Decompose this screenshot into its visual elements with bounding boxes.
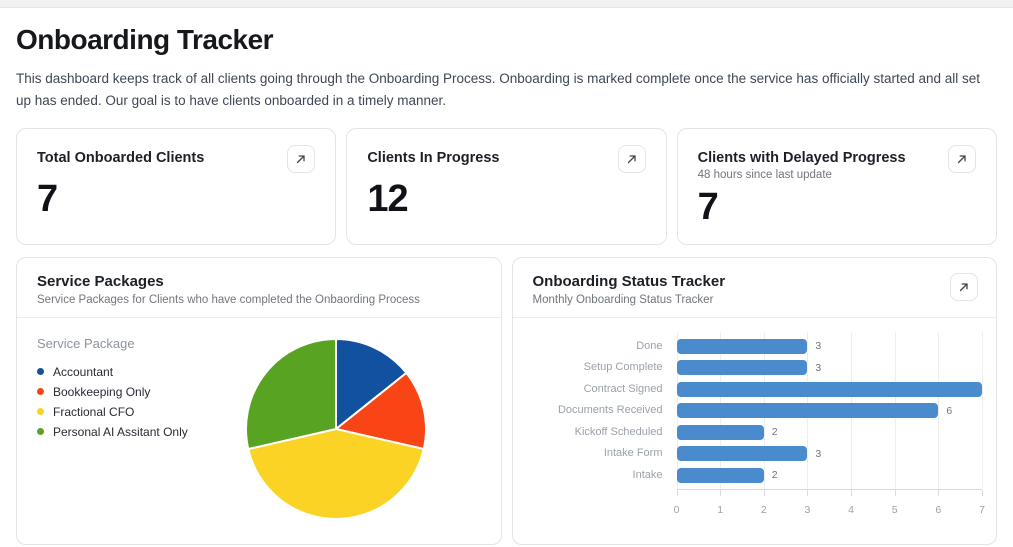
axis-tick-label: 3 [804,503,811,516]
axis-tick-mark [720,489,722,496]
legend-item: Bookkeeping Only [37,382,243,402]
bar-chart: Done 3 Setup Complete 3 Contract Signed Docum… [558,331,985,544]
bar-category-label: Setup Complete [583,361,663,374]
chart-subtitle: Service Packages for Clients who have co… [37,293,420,306]
bar-value-label: 2 [771,426,778,439]
service-packages-card: Service Packages Service Packages for Cl… [16,256,502,545]
legend-dot-icon [37,368,44,376]
bar-row: Done 3 [636,338,983,354]
onboarding-status-card: Onboarding Status Tracker Monthly Onboar… [511,256,997,547]
arrow-up-right-icon [957,154,966,163]
bar-row: Setup Complete 3 [584,360,983,376]
expand-button[interactable] [617,144,646,173]
legend-dot-icon [37,428,44,436]
pie-slice-accountant[interactable] [334,337,407,430]
axis-tick-label: 4 [848,503,854,516]
page-title: Onboarding Tracker [16,24,274,55]
legend-dot-icon [37,388,44,396]
gridline [982,331,983,489]
legend-label: Bookkeeping Only [53,384,151,399]
pie-slice-bookkeeping-only[interactable] [334,371,427,450]
axis-tick-label: 0 [673,503,680,516]
dashboard-page: Onboarding Tracker This dashboard keeps … [0,24,1013,545]
bar-chart-body: Done 3 Setup Complete 3 Contract Signed Docum… [513,318,997,547]
bar-category-label: Documents Received [557,404,663,417]
axis-tick-label: 7 [979,503,985,516]
axis-tick-label: 2 [760,503,767,516]
chart-subtitle: Monthly Onboarding Status Tracker [532,293,714,306]
bar-row: Intake Form 3 [604,446,983,462]
stat-value: 12 [367,177,408,220]
pie-slice-personal-ai-assitant-only[interactable] [244,337,337,450]
stat-subtitle: 48 hours since last update [697,168,832,181]
pie-legend: Service Package Accountant Bookkeeping On… [37,334,243,442]
page-description: This dashboard keeps track of all client… [16,71,981,109]
bar-row: Documents Received 6 [558,403,983,419]
stats-row: Total Onboarded Clients 7 Clients In Pro… [16,127,997,245]
bar-category-label: Contract Signed [583,382,663,395]
bar-chart-x-axis: 0 1 2 3 4 5 6 7 [673,489,985,530]
bar-value-label: 3 [815,340,822,353]
bar-value-label: 6 [946,404,953,417]
stat-card-in-progress: Clients In Progress 12 [346,127,667,245]
stat-title: Total Onboarded Clients [37,149,205,166]
axis-tick-mark [938,489,940,496]
stat-title: Clients with Delayed Progress [697,149,906,166]
pie-legend-title: Service Package [37,335,135,351]
legend-label: Fractional CFO [53,404,135,419]
expand-button[interactable] [947,144,976,173]
chart-title: Onboarding Status Tracker [532,272,726,290]
legend-item: Fractional CFO [37,402,243,422]
pie-chart-body: Service Package Accountant Bookkeeping On… [17,318,501,544]
bar-value-label: 3 [815,447,822,460]
axis-tick-label: 5 [891,503,898,516]
axis-tick-label: 6 [935,503,942,516]
bar-segment[interactable] [676,381,982,397]
charts-row: Service Packages Service Packages for Cl… [16,256,997,547]
stat-value: 7 [37,177,58,220]
axis-tick-mark [982,489,983,496]
axis-tick-mark [807,489,809,496]
expand-button[interactable] [950,272,978,301]
bar-category-label: Kickoff Scheduled [574,425,663,438]
axis-tick-mark [894,489,896,496]
gridline [938,331,940,489]
stat-card-delayed-progress: Clients with Delayed Progress 48 hours s… [676,127,997,245]
arrow-up-right-icon [959,282,968,291]
bar-segment[interactable] [676,467,764,483]
legend-item: Personal AI Assitant Only [37,422,243,442]
bar-segment[interactable] [676,403,939,419]
bar-segment[interactable] [676,446,808,462]
bar-segment[interactable] [676,338,808,354]
bar-value-label: 3 [815,361,822,374]
stat-title: Clients In Progress [367,149,500,166]
bar-value-label: 2 [771,469,778,482]
axis-tick-mark [676,489,678,496]
bar-segment[interactable] [676,360,808,376]
bar-category-label: Intake Form [603,447,663,460]
bar-row: Intake 2 [633,467,983,483]
axis-tick-label: 1 [717,503,724,516]
stat-value: 7 [697,185,719,228]
chart-title: Service Packages [37,272,164,290]
axis-tick-mark [763,489,765,496]
bar-category-label: Intake [632,468,663,481]
bar-row: Contract Signed [584,381,982,397]
axis-tick-mark [851,489,853,496]
arrow-up-right-icon [627,154,636,163]
arrow-up-right-icon [297,154,305,163]
expand-button[interactable] [287,144,316,173]
pie-slice-fractional-cfo[interactable] [246,427,425,520]
legend-label: Accountant [53,364,114,379]
bar-segment[interactable] [676,424,764,440]
bar-category-label: Done [636,339,663,352]
legend-dot-icon [37,408,44,416]
legend-item: Accountant [37,362,243,382]
bar-row: Kickoff Scheduled 2 [575,424,983,440]
browser-top-strip [0,0,1013,8]
legend-label: Personal AI Assitant Only [53,424,188,439]
stat-card-total-onboarded: Total Onboarded Clients 7 [16,127,337,245]
pie-chart [243,336,429,527]
